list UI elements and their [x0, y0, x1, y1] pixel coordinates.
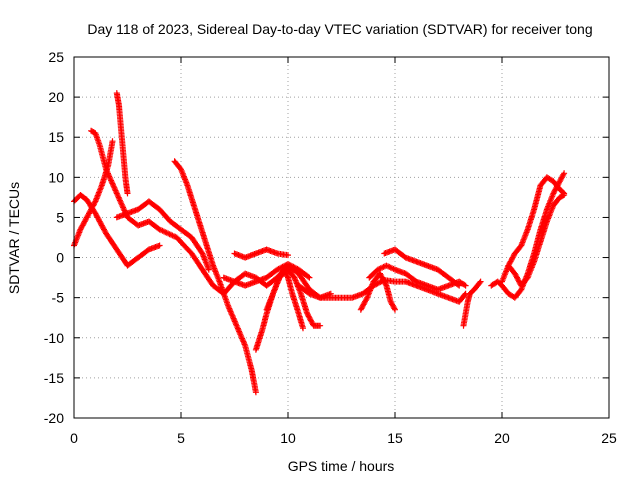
data-point — [205, 266, 212, 273]
data-point — [510, 253, 517, 260]
data-point — [305, 273, 312, 280]
data-point — [156, 242, 163, 249]
y-tick-label: 20 — [48, 89, 64, 105]
data-point — [455, 281, 461, 288]
x-tick-label: 10 — [280, 430, 296, 446]
data-point — [561, 192, 568, 198]
data-point — [461, 281, 468, 288]
data-point — [109, 138, 116, 145]
y-tick-label: 0 — [56, 250, 64, 266]
series-trace-a — [71, 192, 163, 269]
data-point — [476, 279, 483, 286]
data-point — [391, 305, 398, 312]
data-point — [252, 389, 259, 396]
data-point — [284, 273, 291, 280]
series-trace-p — [499, 174, 568, 285]
data-point — [90, 202, 97, 209]
series-trace-c — [71, 138, 116, 249]
data-point — [285, 252, 291, 259]
x-tick-label: 5 — [177, 430, 185, 446]
x-tick-label: 15 — [387, 430, 403, 446]
y-tick-label: -10 — [44, 330, 64, 346]
data-point — [561, 170, 568, 177]
series-trace-d — [113, 90, 131, 197]
data-point — [95, 215, 102, 222]
tick-layer: 0 5 10 15 20 25 25 20 15 10 5 0 -5 -10 -15 -20 — [44, 49, 617, 446]
data-point — [515, 277, 522, 284]
data-point — [91, 199, 98, 206]
series-trace-q — [505, 192, 568, 289]
data-point — [382, 281, 389, 288]
y-tick-label: 25 — [48, 49, 64, 65]
x-axis-label: GPS time / hours — [288, 458, 395, 474]
series-trace-m — [357, 270, 398, 313]
plot-frame — [73, 56, 610, 419]
y-tick-label: 15 — [48, 129, 64, 145]
data-point — [317, 322, 324, 329]
data-point — [462, 282, 469, 289]
chart-title: Day 118 of 2023, Sidereal Day-to-day VTE… — [87, 21, 592, 37]
data-layer — [71, 90, 568, 396]
y-tick-label: -20 — [44, 410, 64, 426]
data-point — [363, 296, 370, 302]
y-tick-label: 5 — [56, 209, 64, 225]
x-tick-label: 20 — [494, 430, 510, 446]
y-tick-label: -5 — [52, 290, 65, 306]
data-point — [306, 274, 313, 281]
y-axis-label: SDTVAR / TECUs — [6, 182, 22, 294]
data-point — [456, 282, 463, 289]
data-point — [124, 190, 131, 197]
data-point — [477, 278, 484, 285]
x-tick-label: 25 — [601, 430, 617, 446]
series-trace-i — [263, 266, 306, 332]
series-trace-f — [171, 158, 259, 396]
grid-layer — [74, 57, 609, 418]
x-tick-label: 0 — [70, 430, 78, 446]
series-trace-g — [231, 246, 291, 261]
data-point — [392, 306, 398, 313]
series-trace-r — [220, 261, 313, 289]
y-tick-label: 10 — [48, 169, 64, 185]
y-tick-label: -15 — [44, 370, 64, 386]
series-trace-e — [113, 198, 212, 273]
series-trace-l — [381, 246, 463, 289]
series-trace-k — [366, 262, 469, 293]
data-point — [300, 325, 306, 332]
series-trace-n — [460, 278, 484, 329]
